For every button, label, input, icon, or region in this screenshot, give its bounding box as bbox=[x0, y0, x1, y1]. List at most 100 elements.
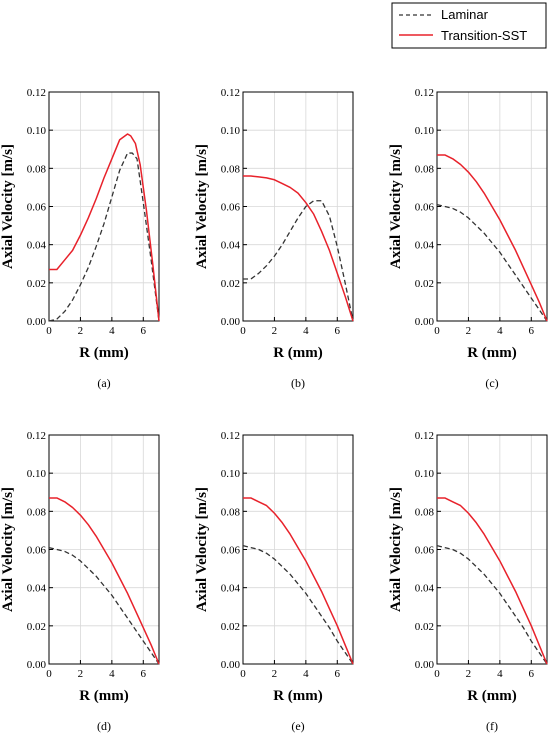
y-tick-label: 0.06 bbox=[221, 202, 241, 214]
x-axis-label: R (mm) bbox=[273, 345, 323, 361]
y-tick-label: 0.04 bbox=[27, 583, 47, 595]
x-tick-label: 2 bbox=[466, 325, 472, 337]
y-tick-label: 0.02 bbox=[221, 278, 240, 290]
panel-label: (c) bbox=[485, 376, 498, 390]
x-tick-label: 6 bbox=[141, 325, 147, 337]
series-line-transition-sst bbox=[49, 133, 160, 322]
y-tick-label: 0.00 bbox=[415, 659, 435, 671]
y-axis-label: Axial Velocity [m/s] bbox=[388, 144, 404, 269]
chart-panel: 0.00 0.02 0.04 0.06 0.08 0.10 0.12 0 2 4 6 R (mm) Ax… bbox=[194, 430, 354, 733]
panel-label: (b) bbox=[291, 376, 305, 390]
y-tick-label: 0.00 bbox=[221, 316, 241, 328]
legend: Laminar Transition-SST bbox=[391, 2, 547, 49]
x-tick-label: 6 bbox=[141, 668, 147, 680]
y-tick-label: 0.08 bbox=[415, 163, 435, 175]
y-tick-label: 0.02 bbox=[415, 621, 434, 633]
x-tick-label: 6 bbox=[335, 668, 341, 680]
legend-label-transition-sst: Transition-SST bbox=[441, 28, 527, 43]
x-tick-label: 0 bbox=[46, 325, 52, 337]
x-tick-label: 4 bbox=[109, 668, 115, 680]
x-tick-label: 0 bbox=[240, 325, 246, 337]
series-line-transition-sst bbox=[243, 497, 354, 665]
y-tick-label: 0.02 bbox=[415, 278, 434, 290]
legend-box bbox=[391, 2, 547, 49]
panel-label: (d) bbox=[97, 719, 111, 733]
y-tick-label: 0.00 bbox=[221, 659, 241, 671]
x-tick-label: 4 bbox=[497, 325, 503, 337]
y-tick-label: 0.10 bbox=[27, 125, 47, 137]
y-tick-label: 0.10 bbox=[27, 468, 47, 480]
y-axis-label: Axial Velocity [m/s] bbox=[194, 487, 210, 612]
series-line-laminar bbox=[436, 545, 548, 665]
chart-panel: 0.00 0.02 0.04 0.06 0.08 0.10 0.12 0 2 4 6 R (mm) Ax… bbox=[194, 87, 354, 390]
y-tick-label: 0.04 bbox=[415, 240, 435, 252]
x-axis-label: R (mm) bbox=[467, 688, 517, 704]
y-tick-label: 0.06 bbox=[27, 202, 47, 214]
y-tick-label: 0.02 bbox=[27, 621, 46, 633]
series-line-transition-sst bbox=[437, 154, 548, 322]
y-tick-label: 0.02 bbox=[27, 278, 46, 290]
y-tick-label: 0.08 bbox=[27, 163, 47, 175]
legend-label-laminar: Laminar bbox=[441, 7, 489, 22]
y-axis-label: Axial Velocity [m/s] bbox=[388, 487, 404, 612]
y-tick-label: 0.08 bbox=[27, 506, 47, 518]
series-line-laminar bbox=[436, 203, 548, 322]
series-line-transition-sst bbox=[49, 497, 160, 665]
x-tick-label: 0 bbox=[240, 668, 246, 680]
x-tick-label: 4 bbox=[303, 325, 309, 337]
chart-panel: 0.00 0.02 0.04 0.06 0.08 0.10 0.12 0 2 4 6 R (mm) Ax… bbox=[388, 87, 548, 390]
panels: 0.00 0.02 0.04 0.06 0.08 0.10 0.12 0 2 4 6 R (mm) Ax… bbox=[0, 87, 548, 733]
y-tick-label: 0.12 bbox=[27, 87, 46, 99]
panel-label: (f) bbox=[486, 719, 498, 733]
series-line-transition-sst bbox=[243, 175, 354, 322]
y-tick-label: 0.12 bbox=[221, 430, 240, 442]
x-tick-label: 6 bbox=[529, 668, 535, 680]
y-tick-label: 0.12 bbox=[415, 430, 434, 442]
y-tick-label: 0.04 bbox=[27, 240, 47, 252]
y-tick-label: 0.10 bbox=[415, 125, 435, 137]
x-tick-label: 2 bbox=[466, 668, 472, 680]
y-tick-label: 0.02 bbox=[221, 621, 240, 633]
x-tick-label: 4 bbox=[109, 325, 115, 337]
y-tick-label: 0.10 bbox=[415, 468, 435, 480]
series-line-laminar bbox=[48, 152, 160, 322]
y-axis-label: Axial Velocity [m/s] bbox=[194, 144, 210, 269]
y-tick-label: 0.12 bbox=[221, 87, 240, 99]
panel-label: (a) bbox=[97, 376, 110, 390]
y-tick-label: 0.08 bbox=[221, 506, 241, 518]
x-tick-label: 2 bbox=[78, 668, 84, 680]
y-tick-label: 0.08 bbox=[415, 506, 435, 518]
y-tick-label: 0.04 bbox=[221, 583, 241, 595]
series-line-transition-sst bbox=[437, 497, 548, 665]
x-tick-label: 2 bbox=[78, 325, 84, 337]
chart-panel: 0.00 0.02 0.04 0.06 0.08 0.10 0.12 0 2 4 6 R (mm) Ax… bbox=[0, 430, 160, 733]
y-tick-label: 0.10 bbox=[221, 468, 241, 480]
y-tick-label: 0.06 bbox=[415, 545, 435, 557]
x-tick-label: 0 bbox=[46, 668, 52, 680]
y-tick-label: 0.12 bbox=[415, 87, 434, 99]
y-axis-label: Axial Velocity [m/s] bbox=[0, 487, 16, 612]
y-tick-label: 0.00 bbox=[27, 659, 47, 671]
series-line-laminar bbox=[242, 545, 354, 665]
x-tick-label: 0 bbox=[434, 325, 440, 337]
panel-label: (e) bbox=[291, 719, 304, 733]
y-tick-label: 0.08 bbox=[221, 163, 241, 175]
series-line-laminar bbox=[48, 546, 160, 665]
y-tick-label: 0.10 bbox=[221, 125, 241, 137]
y-axis-label: Axial Velocity [m/s] bbox=[0, 144, 16, 269]
series-line-laminar bbox=[243, 200, 354, 322]
x-axis-label: R (mm) bbox=[79, 345, 129, 361]
x-tick-label: 2 bbox=[272, 325, 278, 337]
y-tick-label: 0.06 bbox=[415, 202, 435, 214]
y-tick-label: 0.12 bbox=[27, 430, 46, 442]
y-tick-label: 0.04 bbox=[415, 583, 435, 595]
chart-panel: 0.00 0.02 0.04 0.06 0.08 0.10 0.12 0 2 4 6 R (mm) Ax… bbox=[0, 87, 160, 390]
x-tick-label: 4 bbox=[303, 668, 309, 680]
x-tick-label: 6 bbox=[529, 325, 535, 337]
x-axis-label: R (mm) bbox=[79, 688, 129, 704]
x-tick-label: 0 bbox=[434, 668, 440, 680]
x-tick-label: 4 bbox=[497, 668, 503, 680]
x-tick-label: 2 bbox=[272, 668, 278, 680]
chart-panel: 0.00 0.02 0.04 0.06 0.08 0.10 0.12 0 2 4 6 R (mm) Ax… bbox=[388, 430, 548, 733]
